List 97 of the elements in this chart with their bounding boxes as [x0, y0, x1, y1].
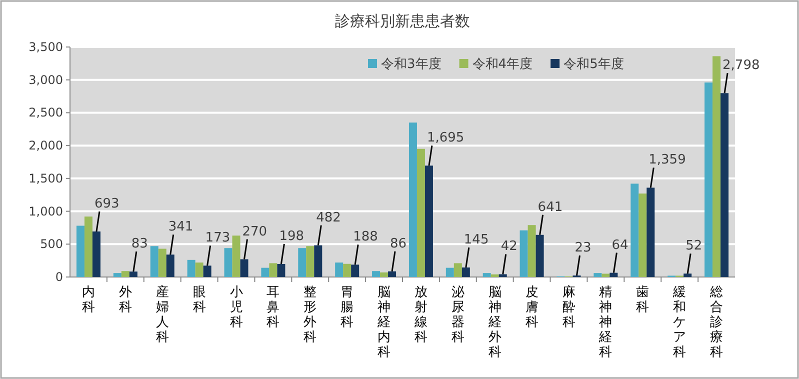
data-label: 52	[686, 238, 702, 254]
bar	[277, 264, 286, 277]
bar	[482, 273, 491, 277]
data-label: 270	[242, 224, 268, 240]
bar	[113, 273, 122, 277]
bar	[416, 148, 425, 277]
bar	[224, 248, 232, 277]
bar	[121, 271, 130, 277]
bar	[528, 225, 536, 277]
x-tick-label: 麻酔科	[562, 285, 576, 330]
legend-label: 令和4年度	[472, 56, 533, 72]
data-label: 42	[500, 239, 518, 254]
bar	[638, 194, 647, 277]
y-tick-label: 1,500	[28, 171, 63, 186]
legend-label: 令和5年度	[564, 56, 624, 72]
bar	[454, 263, 462, 277]
bar	[203, 266, 212, 277]
bar	[158, 248, 166, 277]
y-tick-label: 3,000	[28, 72, 63, 87]
bar	[602, 274, 610, 277]
bar	[498, 274, 507, 277]
x-tick-label: 胃腸科	[340, 285, 354, 330]
bar	[314, 245, 322, 277]
bar	[520, 230, 528, 277]
bar	[684, 274, 692, 277]
data-label: 341	[168, 220, 194, 235]
x-tick-label: 眼科	[192, 285, 206, 315]
y-tick-label: 500	[40, 237, 63, 252]
bar	[380, 272, 388, 277]
data-label: 173	[205, 230, 230, 246]
x-tick-label: 外科	[118, 285, 132, 315]
data-label: 64	[612, 238, 628, 253]
data-label: 86	[390, 236, 407, 252]
bar	[594, 273, 602, 277]
bar	[306, 246, 314, 277]
x-tick-label: 歯科	[636, 285, 650, 315]
bar	[240, 259, 248, 277]
x-tick-label: 耳鼻科	[266, 285, 280, 330]
bar	[388, 271, 396, 277]
bar	[187, 260, 196, 277]
bar	[76, 226, 84, 277]
bar	[372, 271, 380, 277]
bar	[646, 188, 655, 277]
x-tick-label: 脳神経内科	[376, 285, 391, 360]
chart-title: 診療科別新患患者数	[335, 12, 470, 30]
bar	[232, 236, 240, 277]
bar	[84, 216, 92, 277]
x-tick-label: 皮膚科	[525, 285, 538, 330]
bar	[462, 267, 470, 277]
bar	[446, 268, 454, 277]
y-tick-label: 0	[55, 270, 63, 284]
x-tick-label: 整形外科	[304, 285, 317, 345]
legend-label: 令和3年度	[381, 56, 442, 72]
x-tick-label: 小児科	[230, 285, 243, 330]
x-tick-label: 放射線科	[413, 285, 428, 345]
bar	[343, 264, 352, 277]
x-tick-label: 脳神経外科	[487, 285, 502, 360]
bar	[536, 234, 544, 277]
bar	[610, 272, 618, 277]
data-label: 1,359	[648, 152, 686, 168]
bar	[720, 93, 729, 277]
bar	[269, 263, 278, 277]
data-label: 641	[538, 200, 563, 215]
bar	[129, 272, 138, 277]
bar	[150, 246, 158, 277]
bar	[195, 262, 204, 277]
data-label: 145	[464, 232, 489, 248]
bar	[261, 268, 270, 277]
x-tick-label: 総合診療科	[709, 285, 724, 360]
bar	[490, 274, 499, 277]
data-label: 83	[131, 236, 148, 252]
x-tick-label: 産婦人科	[156, 284, 169, 345]
bar	[92, 231, 100, 277]
bar	[630, 184, 639, 277]
bar	[712, 56, 721, 277]
data-label: 482	[316, 210, 341, 226]
x-tick-label: 緩和ケア科	[672, 285, 686, 360]
bar	[704, 82, 713, 277]
bar	[298, 248, 306, 277]
bar	[166, 254, 174, 277]
data-label: 188	[353, 230, 378, 245]
y-tick-label: 1,000	[28, 204, 63, 218]
bar	[351, 264, 360, 277]
x-tick-label: 泌尿器科	[451, 285, 464, 345]
data-label: 693	[94, 196, 120, 212]
bar	[424, 166, 433, 277]
bar	[408, 122, 417, 277]
data-label: 2,798	[722, 58, 760, 74]
data-label: 198	[279, 228, 304, 244]
bar	[335, 262, 344, 277]
y-tick-label: 3,500	[28, 40, 63, 54]
x-tick-label: 内科	[82, 285, 95, 315]
data-label: 1,695	[426, 130, 464, 146]
y-tick-label: 2,000	[28, 138, 63, 153]
data-label: 23	[574, 240, 592, 256]
x-tick-label: 精神神経科	[598, 285, 612, 360]
y-tick-label: 2,500	[28, 106, 63, 120]
